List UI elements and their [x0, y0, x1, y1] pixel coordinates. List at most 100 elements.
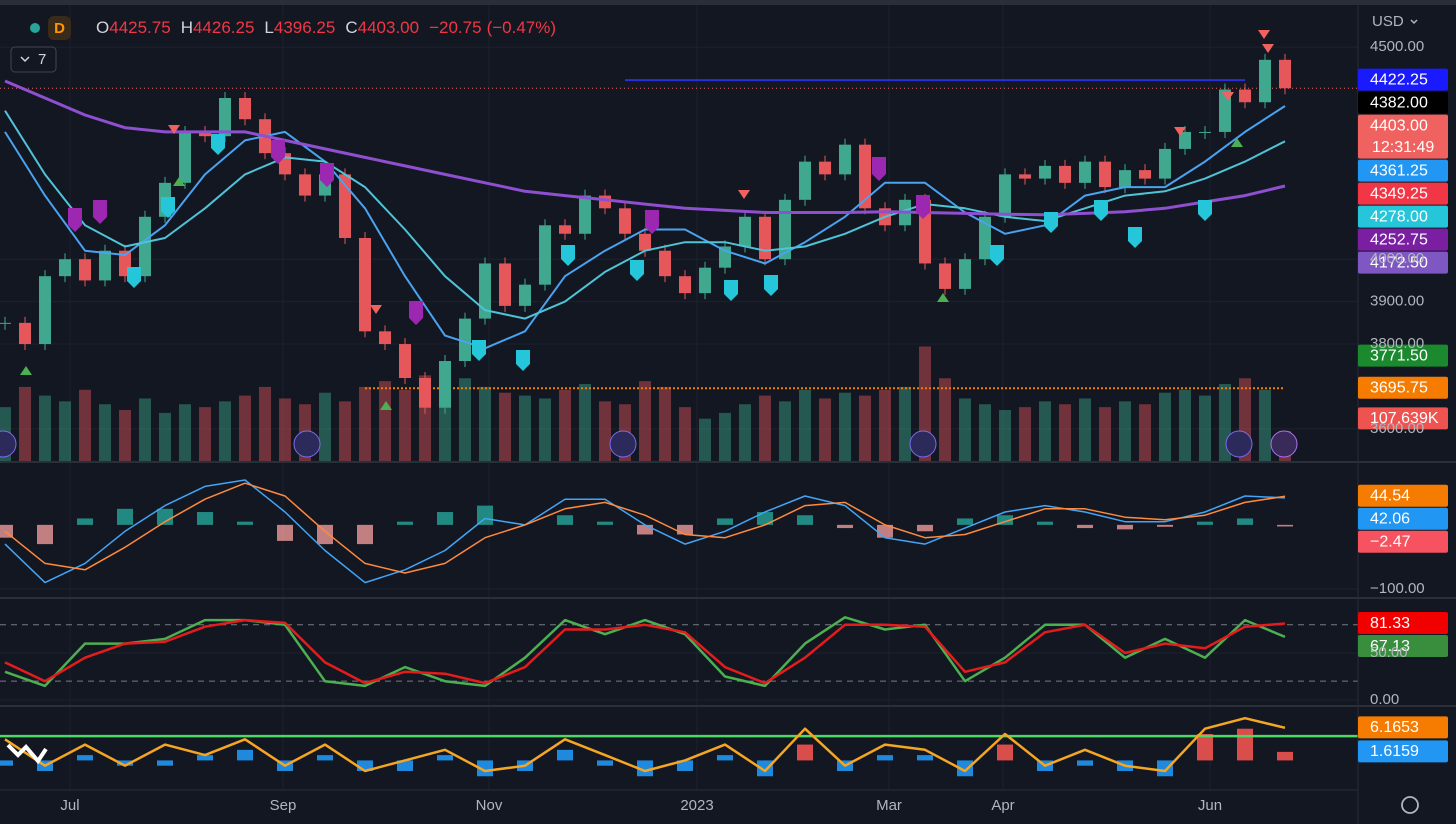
histogram-bar	[597, 521, 613, 525]
volume-bar	[119, 410, 131, 462]
buy-flag	[724, 280, 738, 301]
candle	[519, 284, 531, 306]
volume-bar	[1139, 404, 1151, 462]
histogram-bar	[477, 505, 493, 525]
candle	[799, 161, 811, 200]
status-dot	[30, 23, 40, 33]
candle	[439, 361, 451, 408]
volume-bar	[939, 378, 951, 462]
x-tick-label: Jul	[60, 797, 79, 814]
histogram-bar	[117, 760, 133, 766]
series-line	[4, 479, 1286, 584]
scale-label: 4422.25	[1370, 71, 1428, 88]
change-pct: (−0.47%)	[487, 18, 556, 37]
volume-bar	[99, 404, 111, 462]
candle	[1279, 59, 1291, 89]
histogram-bar	[717, 518, 733, 525]
volume-bar	[1259, 389, 1271, 462]
volume-bar	[1159, 392, 1171, 462]
volume-bar	[579, 384, 591, 462]
scale-label: 6.1653	[1370, 719, 1419, 736]
icon	[0, 430, 17, 458]
histogram-bar	[797, 515, 813, 525]
candle	[1239, 89, 1251, 103]
settings-icon[interactable]	[1401, 796, 1419, 814]
candle	[779, 199, 791, 260]
volume-bar	[59, 401, 71, 462]
histogram-bar	[637, 760, 653, 777]
candle	[399, 344, 411, 378]
volume-bar	[499, 392, 511, 462]
histogram-bar	[1077, 524, 1093, 529]
volume-bar	[159, 412, 171, 462]
interval: D	[54, 20, 65, 37]
histogram-bar	[437, 755, 453, 761]
sell-flag	[320, 163, 334, 187]
histogram-bar	[357, 524, 373, 545]
replay-icons	[0, 430, 1298, 458]
y-tick-label: 50.00	[1370, 644, 1408, 661]
candle	[1059, 165, 1071, 183]
icon	[293, 430, 321, 458]
series-line	[4, 618, 1286, 685]
histogram-bar	[197, 512, 213, 525]
candle	[659, 250, 671, 277]
icon	[909, 430, 937, 458]
volume-bar	[19, 386, 31, 462]
scale-label: −2.47	[1370, 534, 1411, 551]
candle	[1139, 170, 1151, 179]
histogram-bar	[277, 524, 293, 541]
candle	[0, 322, 11, 324]
collapse-button[interactable]	[10, 46, 57, 73]
buy-flag	[211, 134, 225, 155]
candle	[219, 98, 231, 137]
volume-bar	[559, 389, 571, 462]
histogram-bar	[77, 755, 93, 761]
scale-label: 4361.25	[1370, 162, 1428, 179]
candle	[239, 98, 251, 120]
histogram-bar	[1037, 521, 1053, 525]
volume-bar	[1119, 401, 1131, 462]
candle	[539, 225, 551, 285]
x-tick-label: Jun	[1198, 797, 1222, 814]
volume-bar	[819, 398, 831, 462]
x-tick-label: Nov	[476, 797, 503, 814]
volume-bar	[739, 404, 751, 462]
volume-bar	[1039, 401, 1051, 462]
candle	[559, 225, 571, 234]
scale-label-bg	[1358, 507, 1448, 530]
scale-label-bg	[1358, 740, 1448, 763]
scale-label-bg	[1358, 228, 1448, 251]
histogram-bar	[477, 760, 493, 777]
candle	[99, 250, 111, 281]
value-open: 4425.75	[109, 18, 170, 37]
currency[interactable]: USD	[1372, 13, 1404, 30]
candle	[999, 174, 1011, 217]
sell-flag	[68, 208, 82, 232]
candle	[1079, 161, 1091, 183]
currency-caret	[1410, 19, 1418, 25]
icon[interactable]	[1270, 430, 1298, 458]
candle	[339, 174, 351, 238]
scale-label: 4278.00	[1370, 208, 1428, 225]
histogram-bar	[677, 524, 693, 535]
volume-bar	[139, 398, 151, 462]
volume-bar	[339, 401, 351, 462]
volume-bar	[479, 386, 491, 462]
scale-label-bg	[1358, 159, 1448, 182]
histogram-bar	[637, 524, 653, 535]
histogram-bar	[1157, 760, 1173, 777]
indicator-count[interactable]: 7	[38, 51, 46, 68]
histogram-bar	[717, 755, 733, 761]
volume-bar	[1199, 395, 1211, 462]
interval-badge	[48, 16, 71, 40]
candle	[379, 331, 391, 345]
value-low: 4396.25	[274, 18, 335, 37]
icon	[1225, 430, 1253, 458]
volume-bar	[1179, 389, 1191, 462]
volume-bar	[879, 389, 891, 462]
histogram-bar	[1077, 760, 1093, 766]
volume-bar	[839, 392, 851, 462]
label-high: H	[181, 18, 193, 37]
